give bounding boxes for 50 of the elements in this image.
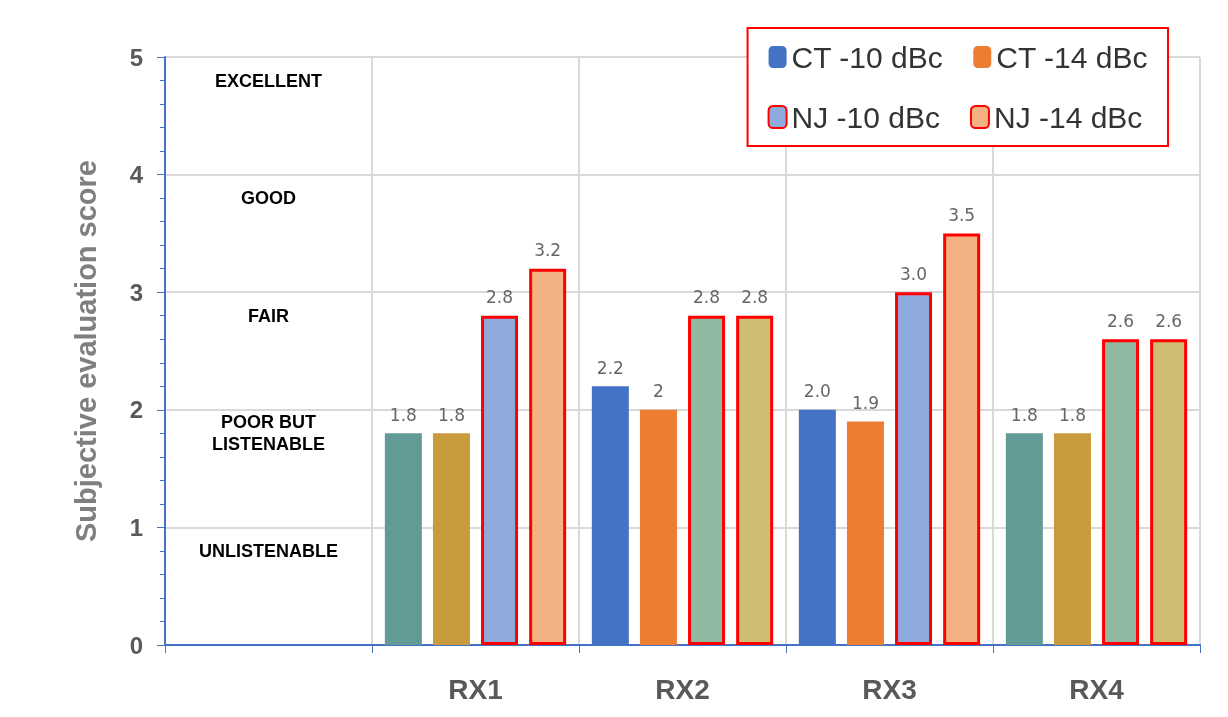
data-label: 1.8 [437, 404, 465, 425]
bar [1005, 433, 1043, 645]
y-tick-label: 2 [129, 396, 143, 424]
x-tick-label: RX4 [1069, 673, 1125, 705]
bar [481, 315, 519, 645]
x-tick-label: RX2 [655, 673, 710, 705]
annotation: UNLISTENABLE [199, 540, 338, 561]
x-tick-label: RX1 [448, 673, 503, 705]
bar [1102, 339, 1140, 645]
annotation: FAIR [247, 305, 290, 326]
y-tick-label: 5 [129, 43, 143, 71]
legend-label: NJ -10 dBc [791, 100, 940, 134]
bar [529, 268, 567, 645]
annotation: EXCELLENT [214, 70, 323, 91]
y-tick-label: 3 [129, 278, 143, 306]
y-tick-label: 1 [129, 513, 143, 541]
data-label: 2.6 [1155, 310, 1183, 331]
y-tick-label: 4 [129, 161, 144, 189]
data-label: 2 [653, 381, 664, 402]
data-label: 1.8 [1058, 404, 1086, 425]
y-tick-label: 0 [129, 631, 143, 659]
bar [432, 433, 470, 645]
annotation: POOR BUT LISTENABLE [211, 412, 326, 455]
data-label: 3.5 [948, 204, 976, 225]
data-label: 1.8 [389, 404, 417, 425]
bar [846, 421, 884, 645]
data-label: 1.8 [1010, 404, 1038, 425]
data-label: 2.8 [486, 287, 514, 308]
legend-label: NJ -14 dBc [993, 100, 1143, 134]
x-tick-label: RX3 [862, 673, 917, 705]
bar [688, 315, 726, 645]
bar [1053, 433, 1091, 645]
bar [895, 292, 933, 645]
data-label: 2.6 [1107, 310, 1135, 331]
data-label: 2.8 [693, 287, 721, 308]
bar [943, 233, 981, 645]
data-label: 1.9 [851, 393, 879, 414]
data-label: 2.0 [803, 381, 831, 402]
bar [736, 315, 774, 645]
y-axis-title: Subjective evaluation score [69, 160, 102, 542]
bar [639, 409, 677, 645]
legend-label: CT -14 dBc [996, 40, 1148, 74]
data-label: 3.0 [900, 263, 928, 284]
bar [384, 433, 422, 645]
data-label: 2.8 [741, 287, 769, 308]
bar [1150, 339, 1188, 645]
data-label: 2.2 [596, 357, 624, 378]
legend-label: CT -10 dBc [791, 40, 943, 74]
data-label: 3.2 [534, 240, 562, 261]
annotation: GOOD [240, 188, 297, 209]
